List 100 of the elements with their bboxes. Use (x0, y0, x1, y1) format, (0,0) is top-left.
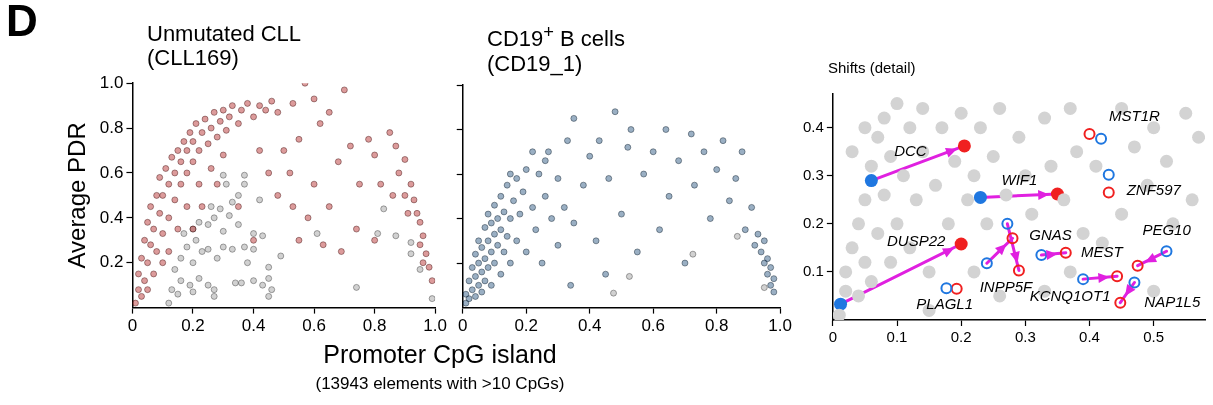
annotation: DUSP22 (887, 232, 947, 250)
point (1006, 232, 1019, 245)
point (380, 205, 388, 213)
x-tick-label: 1.0 (768, 316, 792, 336)
x-tick-label: 0.4 (1079, 328, 1100, 346)
point (219, 243, 227, 251)
point (1102, 186, 1115, 199)
point (225, 212, 233, 219)
y-tick-label: 0.4 (802, 117, 824, 135)
y-axis-title: Average PDR (63, 122, 91, 269)
point (250, 230, 257, 237)
point (250, 245, 257, 253)
annotation: PEG10 (1142, 220, 1192, 238)
point (259, 232, 267, 240)
point (610, 289, 617, 297)
y-tick-label: 1.0 (99, 72, 124, 92)
y-tick-label: 0.2 (802, 213, 824, 231)
y-tick-label: 0.8 (99, 117, 124, 137)
point (195, 218, 203, 226)
point (241, 171, 248, 179)
point (1001, 217, 1014, 230)
x-tick-label: 0.4 (241, 316, 266, 336)
y-tick-label: 0.2 (99, 252, 124, 272)
y-tick-label: 0.4 (99, 207, 124, 227)
x-tick-label: 0 (127, 316, 138, 336)
point (259, 281, 267, 289)
point (265, 275, 273, 282)
annotation: WIF1 (1001, 171, 1038, 189)
point (198, 248, 206, 255)
annotation: DCC (894, 142, 927, 160)
point (204, 221, 212, 228)
point (165, 299, 173, 307)
x-tick-label: 0 (457, 316, 468, 336)
point (1083, 127, 1096, 140)
annotation: MST1R (1109, 107, 1161, 125)
annotation: ZNF597 (1125, 180, 1182, 198)
x-tick-label: 0.3 (1014, 328, 1036, 346)
x-tick-label: 0.5 (1143, 328, 1165, 346)
x-tick-label: 0.1 (886, 328, 908, 346)
point (168, 286, 176, 294)
point (1095, 132, 1108, 145)
point (353, 284, 360, 291)
point (180, 230, 188, 237)
point (1128, 276, 1141, 289)
text: (13943 elements with >10 CpGs) (314, 374, 566, 394)
point (235, 192, 242, 199)
x-tick-label: 0.2 (950, 328, 972, 346)
point (1077, 273, 1090, 286)
point (950, 282, 963, 295)
point (973, 190, 987, 204)
point (625, 273, 633, 280)
y-tick-label: 0.3 (802, 165, 824, 183)
point (219, 227, 227, 235)
x-tick-label: 0.2 (514, 316, 539, 336)
point (204, 245, 212, 253)
x-tick-label: 1.0 (423, 316, 447, 336)
y-tick-label: 0.1 (802, 262, 824, 280)
x-tick-label: 0.6 (641, 316, 666, 336)
point (416, 266, 424, 273)
point (1111, 270, 1124, 283)
point (980, 257, 993, 270)
point (940, 282, 953, 295)
point (1102, 168, 1115, 181)
point (210, 286, 218, 294)
point (392, 232, 400, 240)
point (268, 286, 276, 294)
point (189, 259, 197, 267)
x-axis-title: Promoter CpG island (322, 340, 558, 369)
point (957, 139, 971, 153)
point (265, 292, 273, 300)
point (204, 281, 212, 289)
point (1012, 264, 1025, 277)
point (250, 277, 257, 285)
point (733, 232, 741, 240)
point (177, 277, 185, 285)
point (1059, 246, 1072, 259)
point (189, 288, 197, 296)
point (213, 254, 221, 262)
point (407, 239, 415, 246)
point (864, 174, 878, 188)
x-tick-label: 0.2 (181, 316, 205, 336)
point (256, 196, 263, 204)
chart-title: Unmutated CLL (CLL169) (147, 21, 302, 71)
point (210, 292, 218, 300)
point (192, 236, 200, 244)
point (1160, 245, 1173, 258)
y-tick-label: 0.6 (99, 162, 124, 182)
point (1131, 259, 1144, 272)
point (222, 180, 230, 188)
point (689, 250, 697, 258)
annotation: PLAGL1 (916, 294, 974, 312)
chart-title: Shifts (detail) (828, 59, 916, 77)
point (235, 221, 242, 228)
point (244, 259, 251, 267)
annotation: GNAS (1029, 226, 1072, 244)
point (186, 281, 194, 289)
x-tick-label: 0 (828, 328, 838, 346)
point (177, 254, 185, 262)
point (407, 250, 415, 258)
annotation: NAP1L5 (1144, 292, 1201, 310)
